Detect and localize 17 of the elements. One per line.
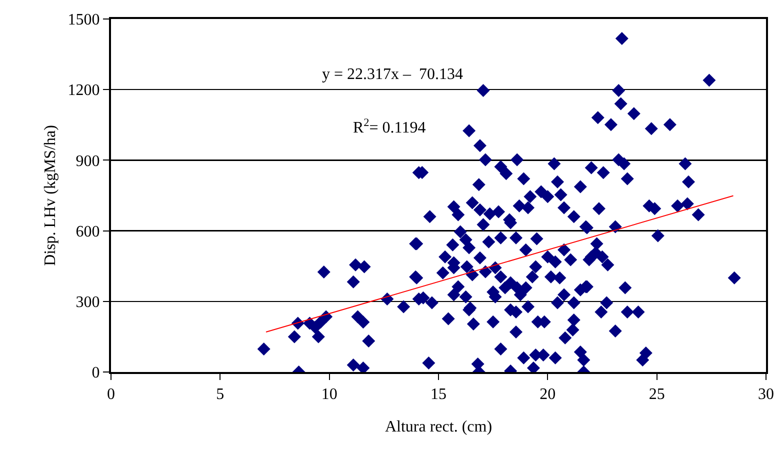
y-tick-label: 1500 — [68, 12, 100, 29]
y-axis-title: Disp. LHv (kgMS/ha) — [42, 125, 60, 266]
x-tick-label: 5 — [216, 386, 224, 404]
y-tick-label: 0 — [92, 364, 100, 382]
annotation: y = 22.317x – 70.134 — [322, 66, 464, 83]
x-tick-label: 30 — [758, 386, 774, 404]
x-tick-label: 0 — [107, 386, 115, 404]
y-tick-label: 300 — [76, 294, 100, 311]
x-axis-title: Altura rect. (cm) — [384, 418, 492, 436]
y-tick-label: 600 — [76, 223, 100, 240]
y-tick-label: 1200 — [68, 82, 100, 100]
x-tick-label: 15 — [430, 386, 446, 404]
x-tick-label: 20 — [540, 386, 556, 404]
x-tick-label: 10 — [321, 386, 338, 404]
annotation: R$^{2}$= 0.1194 — [353, 117, 426, 137]
x-tick-label: 25 — [648, 386, 665, 404]
y-tick-label: 900 — [76, 152, 100, 170]
